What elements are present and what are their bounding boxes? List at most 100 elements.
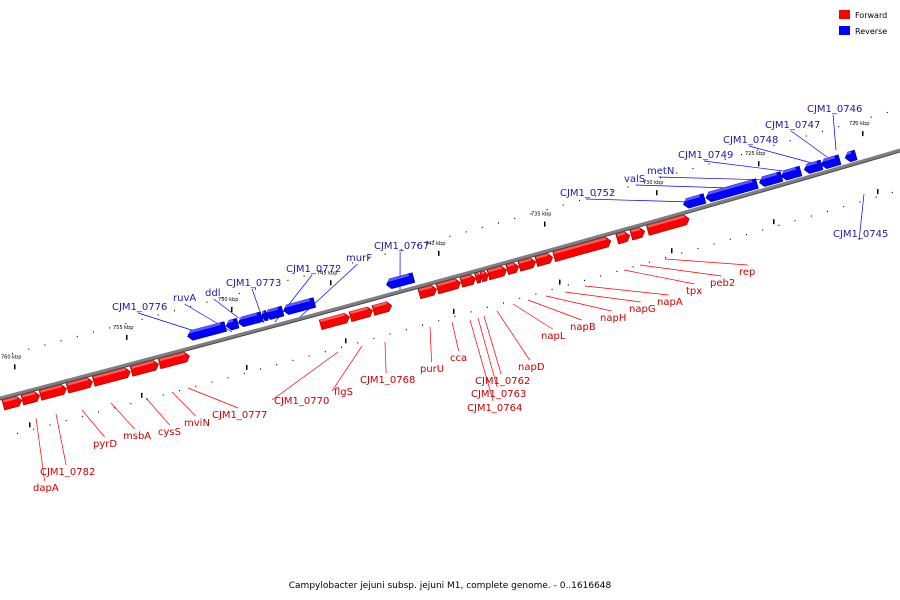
gene-label: cca <box>450 353 467 364</box>
legend-swatch-reverse <box>839 26 850 35</box>
minor-tick <box>805 135 807 137</box>
gene-body <box>821 154 842 169</box>
minor-tick <box>891 191 893 194</box>
minor-tick <box>368 257 370 260</box>
reverse-gene-arrow <box>803 159 824 174</box>
major-tick <box>141 392 143 398</box>
minor-tick <box>481 226 483 229</box>
minor-tick <box>292 359 294 361</box>
minor-tick <box>810 215 812 217</box>
gene-body <box>371 301 393 316</box>
reverse-gene-arrow <box>187 321 227 341</box>
minor-tick <box>454 315 456 317</box>
reverse-gene-arrow <box>261 310 269 322</box>
minor-tick <box>114 407 116 409</box>
minor-tick <box>157 314 159 316</box>
gene-highlight <box>131 360 155 369</box>
label-leader-line <box>483 315 502 375</box>
minor-tick <box>838 126 840 128</box>
gene-highlight <box>238 312 258 321</box>
gene-body <box>646 214 690 236</box>
gene-body <box>474 272 482 284</box>
reverse-gene-arrow <box>264 305 285 320</box>
forward-gene-arrow <box>479 270 489 283</box>
minor-tick <box>875 196 877 198</box>
minor-tick <box>854 121 856 123</box>
minor-tick <box>238 292 240 295</box>
gene-body <box>187 321 227 341</box>
gene-label: CJM1_0764 <box>467 403 522 414</box>
minor-tick <box>162 394 164 396</box>
gene-highlight <box>844 151 852 156</box>
major-tick <box>773 219 775 225</box>
gene-label: CJM1_0748 <box>723 135 778 146</box>
minor-tick <box>49 424 51 426</box>
backbone-arc <box>0 148 900 400</box>
major-tick <box>330 280 332 286</box>
gene-body <box>486 265 508 281</box>
label-leader-line <box>451 321 460 352</box>
gene-body <box>552 236 612 262</box>
gene-highlight <box>518 258 532 264</box>
forward-gene-arrow <box>1 396 23 411</box>
gene-body <box>348 306 373 322</box>
gene-body <box>615 231 631 245</box>
gene-highlight <box>553 237 607 255</box>
minor-tick <box>789 140 791 142</box>
tick-label: 745 kbp <box>317 270 337 276</box>
gene-body <box>157 351 190 370</box>
minor-tick <box>498 222 499 224</box>
forward-gene-arrow <box>459 274 477 288</box>
label-leader-line <box>271 351 339 401</box>
reverse-gene-arrow <box>780 165 803 181</box>
gene-body <box>264 305 285 320</box>
gene-label: rep <box>739 267 755 278</box>
minor-tick <box>222 297 224 299</box>
label-leader-line <box>564 291 641 303</box>
minor-tick <box>757 149 759 151</box>
minor-tick <box>141 318 143 320</box>
label-leader-line <box>635 184 731 189</box>
minor-tick <box>146 398 148 400</box>
gene-body <box>479 270 489 283</box>
minor-tick <box>324 351 326 353</box>
label-leader-line <box>586 198 693 203</box>
minor-tick <box>65 420 67 422</box>
forward-gene-arrow <box>65 377 93 394</box>
minor-tick <box>697 247 699 250</box>
gene-label: CJM1_0749 <box>678 150 733 161</box>
label-leader-line <box>496 310 530 361</box>
gene-highlight <box>647 215 685 228</box>
gene-label: cysS <box>158 427 181 438</box>
forward-gene-arrow <box>486 265 508 281</box>
major-tick <box>559 279 561 285</box>
reverse-gene-arrow <box>820 154 842 169</box>
gene-highlight <box>487 266 503 273</box>
label-leader-line <box>171 391 196 417</box>
forward-gene-arrow <box>318 312 350 331</box>
gene-label: valS <box>624 174 645 185</box>
tick-label: 735 kbp <box>531 212 551 218</box>
reverse-gene-arrow <box>759 171 784 187</box>
gene-body <box>505 262 520 275</box>
minor-tick <box>109 327 111 329</box>
major-tick <box>345 338 347 344</box>
gene-highlight <box>67 377 89 386</box>
minor-tick <box>886 111 888 114</box>
gene-body <box>803 159 824 174</box>
gene-highlight <box>683 194 701 202</box>
gene-label: CJM1_0772 <box>286 264 341 275</box>
major-tick <box>29 422 31 428</box>
gene-label: CJM1_0747 <box>765 120 820 131</box>
forward-gene-arrow <box>517 257 537 272</box>
gene-label: CJM1_0746 <box>807 104 862 115</box>
minor-tick <box>28 348 30 350</box>
gene-label: ruvA <box>173 293 196 304</box>
minor-tick <box>405 329 407 331</box>
label-leader-line <box>187 387 239 409</box>
gene-body <box>781 165 803 181</box>
label-leader-line <box>545 295 612 312</box>
minor-tick <box>567 284 569 286</box>
